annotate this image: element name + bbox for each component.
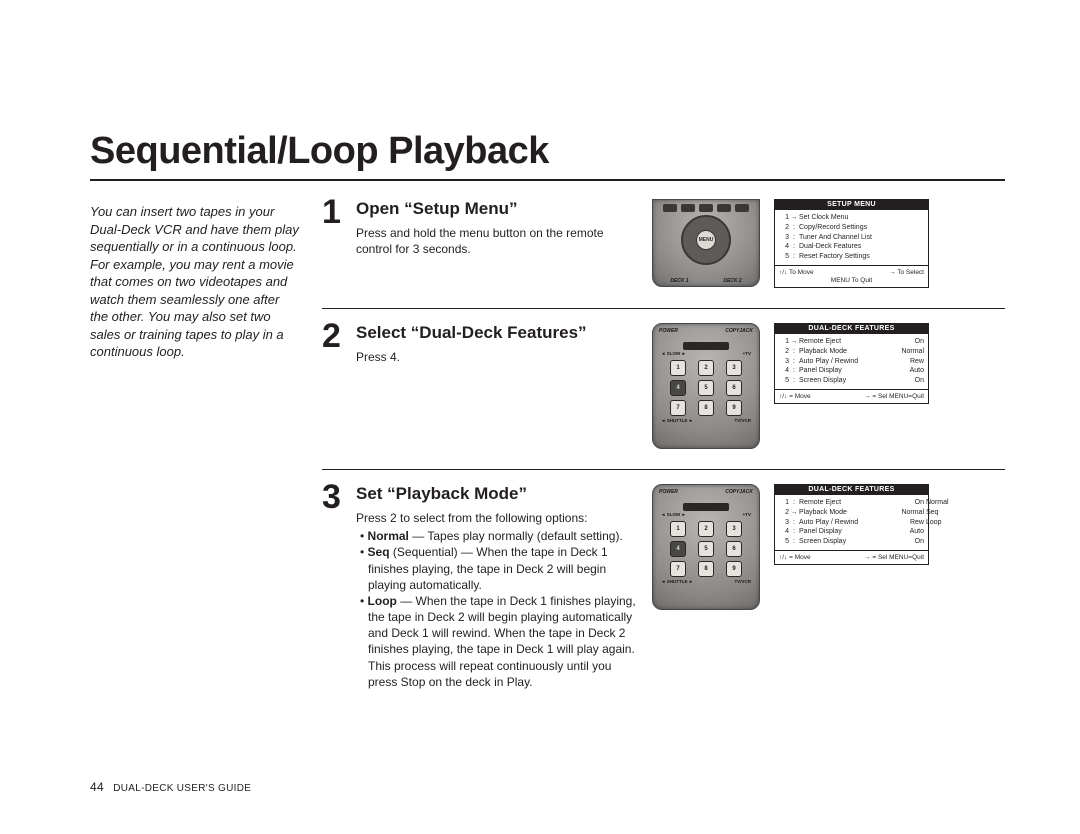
copyjack-label: COPYJACK (725, 328, 753, 334)
keypad-4: 4 (670, 380, 686, 396)
keypad-9: 9 (726, 561, 742, 577)
steps-column: 1 Open “Setup Menu” Press and hold the m… (322, 199, 1005, 724)
step-graphics: MENU DECK 1 DECK 2 SETUP MENU 1→Set Cloc… (646, 199, 1005, 288)
keypad-8: 8 (698, 561, 714, 577)
keypad-5: 5 (698, 380, 714, 396)
copyjack-label: COPYJACK (725, 489, 753, 495)
option-item: Loop — When the tape in Deck 1 finishes … (360, 593, 636, 690)
footer-right: → = Sel MENU=Quit (864, 554, 924, 561)
step-body: Open “Setup Menu” Press and hold the men… (356, 199, 636, 288)
step-heading: Open “Setup Menu” (356, 199, 636, 219)
step-2: 2 Select “Dual-Deck Features” Press 4. P… (322, 323, 1005, 470)
menu-button: MENU (696, 230, 716, 250)
keypad-9: 9 (726, 400, 742, 416)
page-title: Sequential/Loop Playback (90, 130, 1005, 181)
page-footer: 44 DUAL-DECK USER'S GUIDE (90, 780, 251, 794)
keypad-7: 7 (670, 561, 686, 577)
option-item: Normal — Tapes play normally (default se… (360, 528, 636, 544)
menu-item: 5:Reset Factory Settings (779, 252, 924, 262)
menu-item: 4:Panel DisplayAuto (779, 366, 924, 376)
dual-deck-menu-panel: DUAL-DECK FEATURES 1→Remote EjectOn2:Pla… (774, 323, 929, 404)
content-columns: You can insert two tapes in your Dual-De… (90, 199, 1005, 724)
keypad-4: 4 (670, 541, 686, 557)
dual-deck-menu-panel-2: DUAL-DECK FEATURES 1:Remote EjectOnNorma… (774, 484, 929, 565)
step-graphics: POWER COPYJACK ◄ SLOW ►+TV 123456789 ◄ S… (646, 484, 1005, 690)
step-number: 3 (322, 480, 346, 690)
power-label: POWER (659, 328, 678, 334)
menu-item: 4:Panel DisplayAuto (779, 527, 924, 537)
menu-header: SETUP MENU (774, 199, 929, 210)
remote-keypad-illustration: POWER COPYJACK ◄ SLOW ►+TV 123456789 ◄ S… (652, 323, 760, 449)
step-3: 3 Set “Playback Mode” Press 2 to select … (322, 484, 1005, 710)
keypad-1: 1 (670, 360, 686, 376)
menu-item: 2→Playback ModeNormalSeq (779, 508, 924, 518)
footer-guide-label: DUAL-DECK USER'S GUIDE (113, 783, 251, 794)
deck1-label: DECK 1 (670, 278, 688, 284)
step-text: Press 4. (356, 349, 636, 365)
menu-alt-value: Normal (926, 498, 954, 508)
remote-dpad-illustration: MENU DECK 1 DECK 2 (652, 199, 760, 287)
remote-keypad-illustration: POWER COPYJACK ◄ SLOW ►+TV 123456789 ◄ S… (652, 484, 760, 610)
step-graphics: POWER COPYJACK ◄ SLOW ►+TV 123456789 ◄ S… (646, 323, 1005, 449)
keypad-6: 6 (726, 380, 742, 396)
keypad-2: 2 (698, 360, 714, 376)
step-1: 1 Open “Setup Menu” Press and hold the m… (322, 199, 1005, 309)
menu-item: 3:Auto Play / RewindRew (779, 357, 924, 367)
step-number: 2 (322, 319, 346, 449)
footer-right: → To Select (889, 269, 924, 276)
keypad-6: 6 (726, 541, 742, 557)
step-text: Press 2 to select from the following opt… (356, 510, 636, 526)
keypad-1: 1 (670, 521, 686, 537)
step-body: Select “Dual-Deck Features” Press 4. (356, 323, 636, 449)
page-number: 44 (90, 780, 104, 794)
option-item: Seq (Sequential) — When the tape in Deck… (360, 544, 636, 593)
setup-menu-panel: SETUP MENU 1→Set Clock Menu2:Copy/Record… (774, 199, 929, 288)
keypad-5: 5 (698, 541, 714, 557)
menu-item: 4:Dual-Deck Features (779, 242, 924, 252)
keypad-3: 3 (726, 360, 742, 376)
menu-item: 3:Auto Play / RewindRewLoop (779, 518, 924, 528)
menu-item: 3:Tuner And Channel List (779, 233, 924, 243)
step-heading: Select “Dual-Deck Features” (356, 323, 636, 343)
step-body: Set “Playback Mode” Press 2 to select fr… (356, 484, 636, 690)
footer-left: ↑/↓ To Move (779, 269, 814, 276)
step-number: 1 (322, 195, 346, 288)
menu-item: 1→Remote EjectOn (779, 337, 924, 347)
deck2-label: DECK 2 (723, 278, 741, 284)
display-slot (683, 503, 729, 511)
menu-item: 1→Set Clock Menu (779, 213, 924, 223)
menu-item: 5:Screen DisplayOn (779, 376, 924, 386)
footer-left: ↑/↓ = Move (779, 393, 811, 400)
menu-alt-value: Loop (926, 518, 954, 528)
menu-item: 1:Remote EjectOnNormal (779, 498, 924, 508)
footer-center: MENU To Quit (779, 277, 924, 284)
intro-text: You can insert two tapes in your Dual-De… (90, 199, 300, 724)
footer-left: ↑/↓ = Move (779, 554, 811, 561)
power-label: POWER (659, 489, 678, 495)
keypad-7: 7 (670, 400, 686, 416)
menu-alt-value: Seq (926, 508, 954, 518)
menu-item: 2:Copy/Record Settings (779, 223, 924, 233)
keypad-2: 2 (698, 521, 714, 537)
menu-item: 5:Screen DisplayOn (779, 537, 924, 547)
display-slot (683, 342, 729, 350)
menu-item: 2:Playback ModeNormal (779, 347, 924, 357)
keypad-8: 8 (698, 400, 714, 416)
step-text: Press and hold the menu button on the re… (356, 225, 636, 257)
keypad-3: 3 (726, 521, 742, 537)
footer-right: → = Sel MENU=Quit (864, 393, 924, 400)
step-heading: Set “Playback Mode” (356, 484, 636, 504)
menu-header: DUAL-DECK FEATURES (774, 484, 929, 495)
menu-header: DUAL-DECK FEATURES (774, 323, 929, 334)
